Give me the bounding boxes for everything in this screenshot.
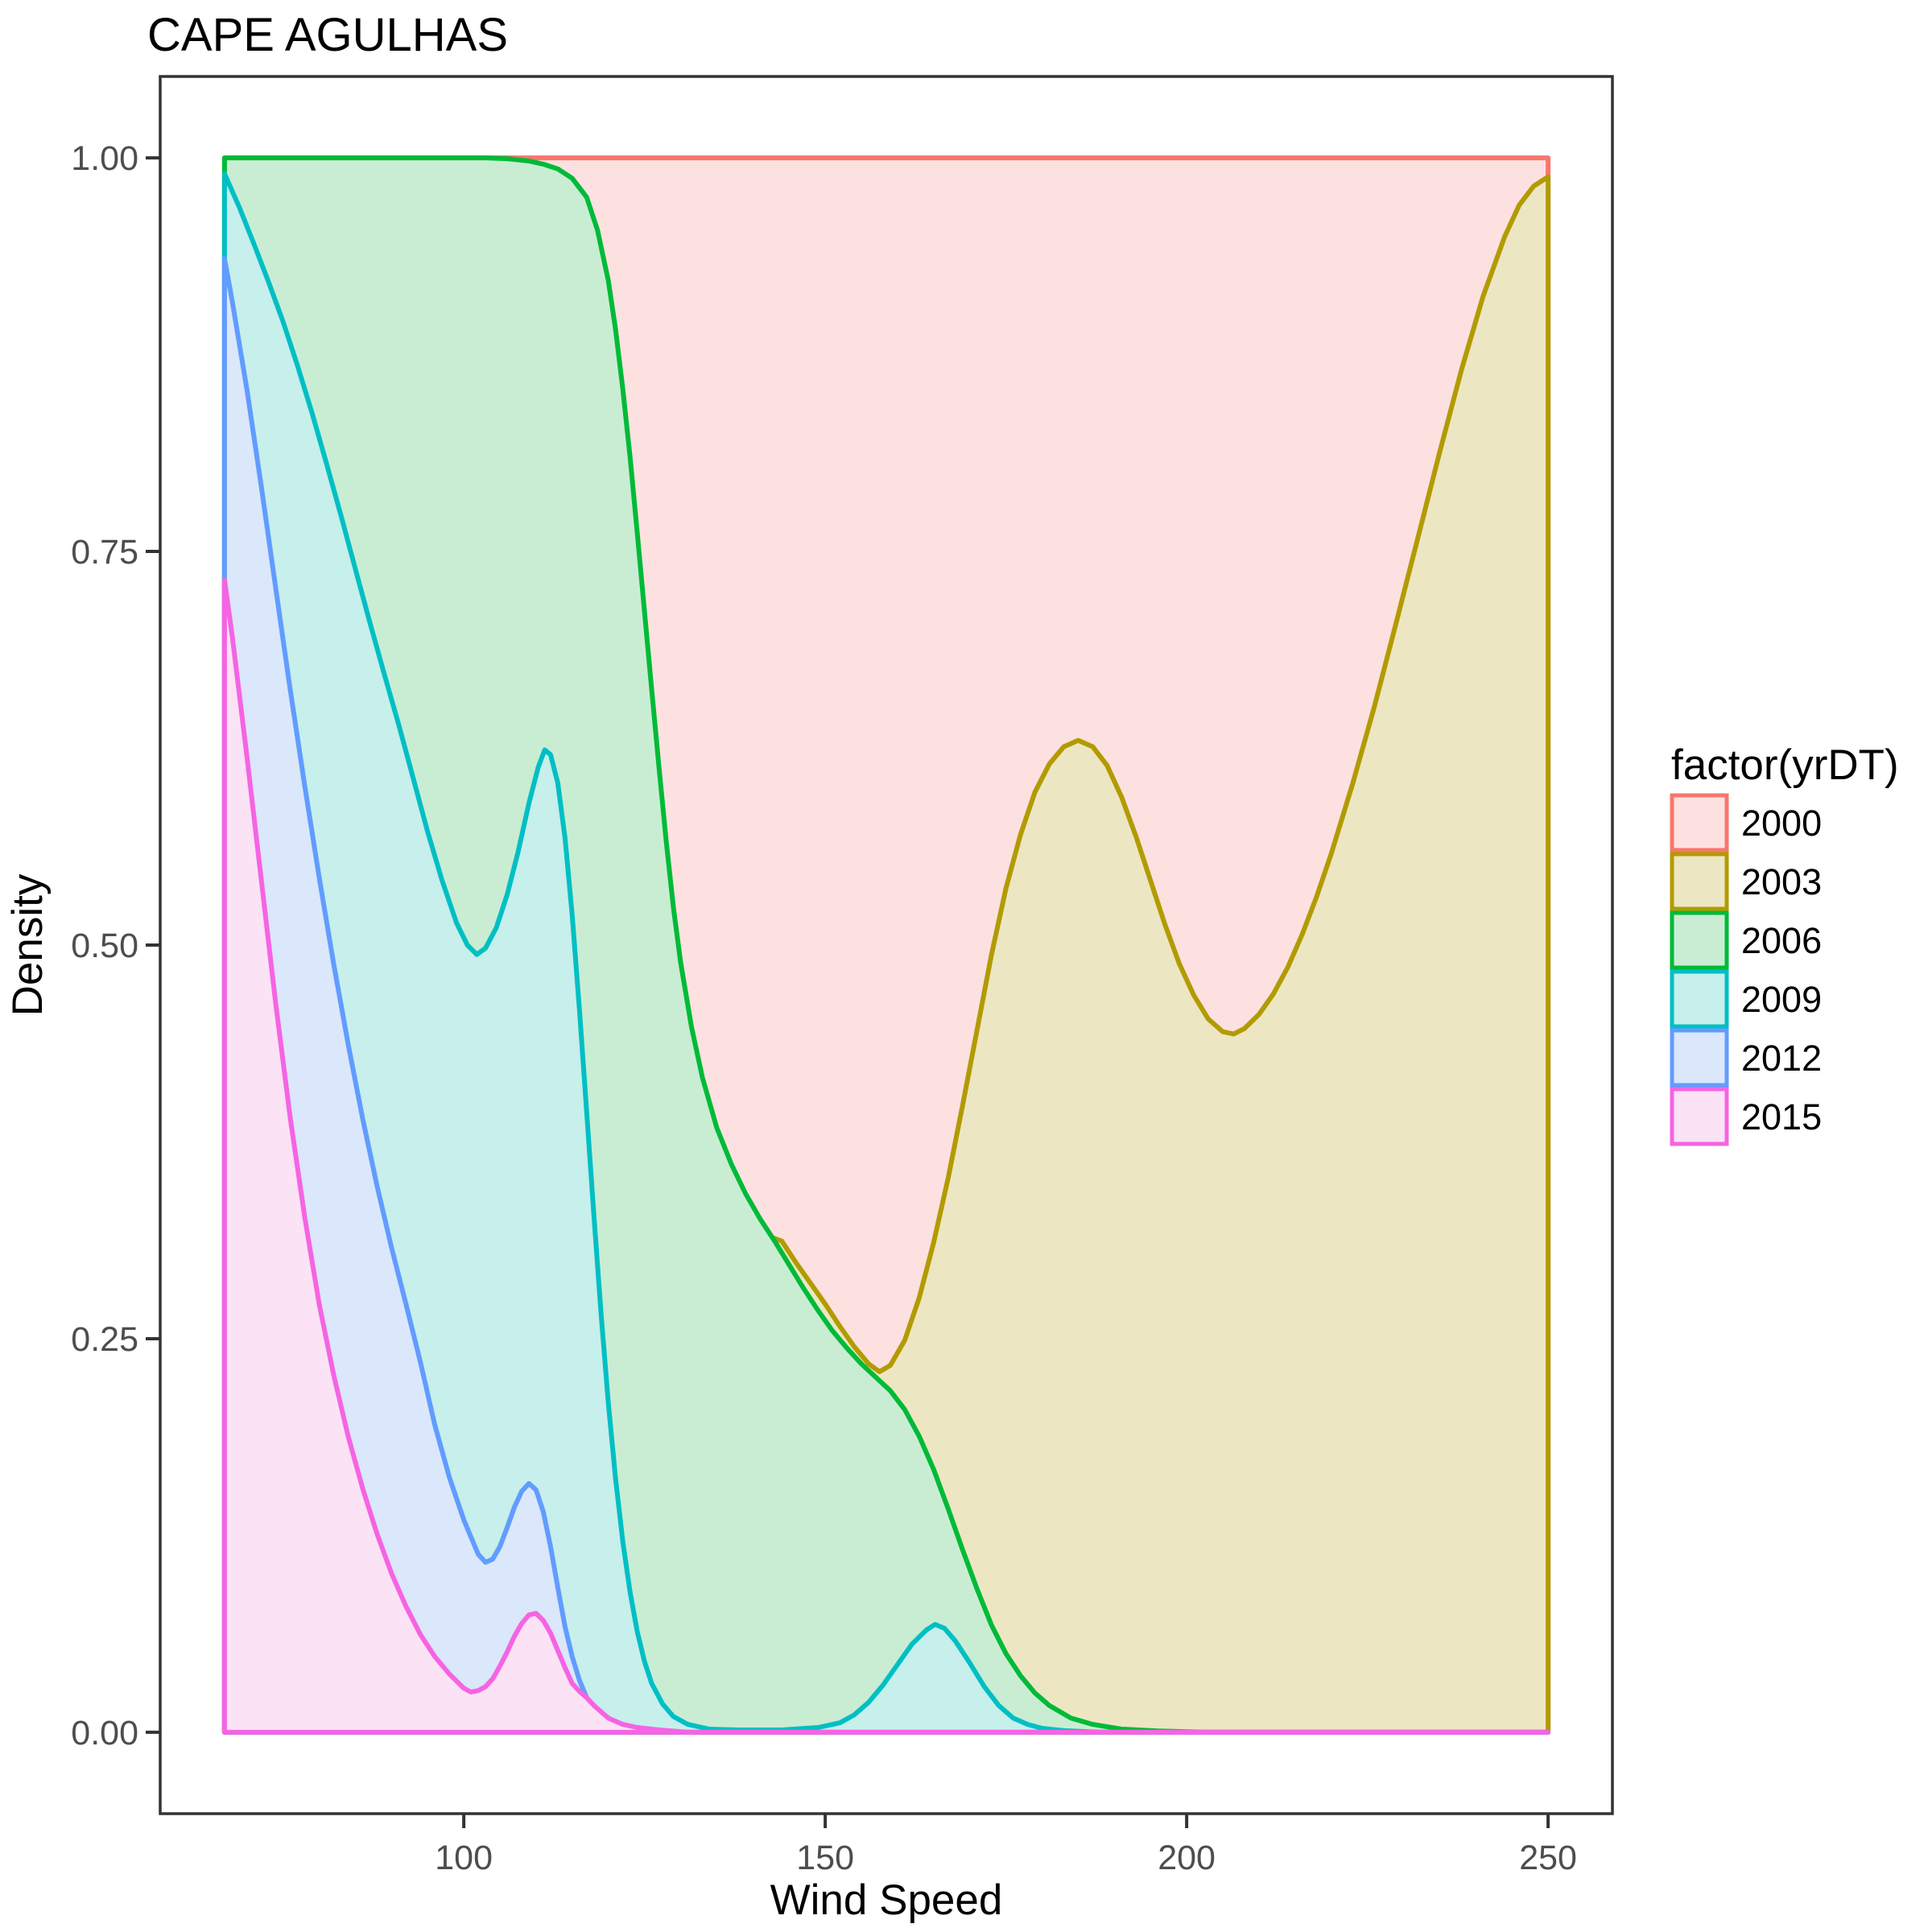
legend-key-2009 xyxy=(1670,969,1729,1029)
legend-key-2012 xyxy=(1670,1028,1729,1088)
density-curve-2015 xyxy=(221,577,1551,1735)
density-series-group xyxy=(221,155,1551,1735)
x-axis: 100 150 200 250 xyxy=(435,1814,1577,1877)
x-tick-label-150: 150 xyxy=(796,1839,854,1877)
x-tick-label-250: 250 xyxy=(1519,1839,1577,1877)
plot-title: CAPE AGULHAS xyxy=(147,9,508,61)
legend-key-2003 xyxy=(1670,852,1729,911)
x-axis-title: Wind Speed xyxy=(770,1876,1003,1924)
legend-key-2006 xyxy=(1670,910,1729,970)
x-tick-label-200: 200 xyxy=(1158,1839,1216,1877)
density-curve-2009 xyxy=(221,171,1551,1735)
legend-key-2015 xyxy=(1670,1087,1729,1146)
y-tick-label-0.00: 0.00 xyxy=(71,1714,138,1752)
y-tick-label-0.50: 0.50 xyxy=(71,927,138,965)
legend-label-2006: 2006 xyxy=(1741,920,1822,961)
legend-entries: 2000 2003 2006 2009 2012 2015 xyxy=(1670,793,1822,1146)
y-axis: 1.00 0.75 0.50 0.25 0.00 xyxy=(71,139,160,1752)
legend: factor(yrDT) 2000 2003 2006 2009 2012 2015 xyxy=(1670,741,1899,1146)
y-tick-label-1.00: 1.00 xyxy=(71,139,138,178)
legend-label-2000: 2000 xyxy=(1741,803,1822,844)
y-tick-label-0.75: 0.75 xyxy=(71,533,138,572)
legend-label-2012: 2012 xyxy=(1741,1038,1822,1079)
y-axis-title: Density xyxy=(4,873,52,1016)
legend-key-2000 xyxy=(1670,793,1729,852)
legend-label-2003: 2003 xyxy=(1741,861,1822,902)
y-tick-label-0.25: 0.25 xyxy=(71,1320,138,1359)
x-tick-label-100: 100 xyxy=(435,1839,493,1877)
legend-title: factor(yrDT) xyxy=(1671,741,1899,789)
legend-label-2009: 2009 xyxy=(1741,979,1822,1020)
legend-label-2015: 2015 xyxy=(1741,1096,1822,1137)
